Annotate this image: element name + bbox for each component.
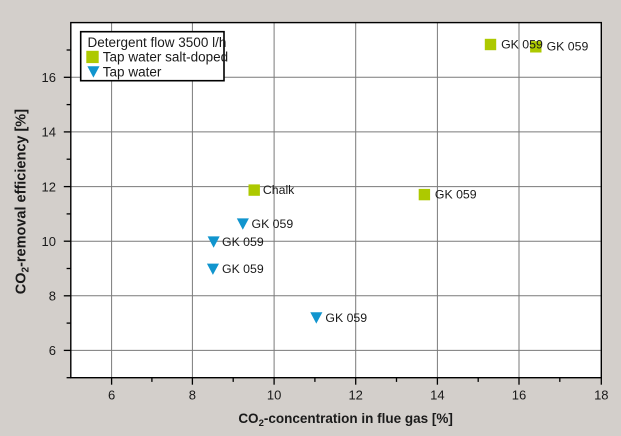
svg-text:14: 14: [42, 125, 56, 140]
svg-text:16: 16: [42, 70, 56, 85]
svg-text:8: 8: [189, 388, 196, 403]
svg-text:GK 059: GK 059: [252, 217, 294, 231]
svg-text:6: 6: [108, 388, 115, 403]
svg-text:GK 059: GK 059: [435, 187, 477, 201]
svg-text:Detergent flow 3500 l/h: Detergent flow 3500 l/h: [88, 35, 227, 50]
svg-text:6: 6: [49, 343, 56, 358]
svg-text:Tap water: Tap water: [103, 65, 162, 80]
svg-text:8: 8: [49, 289, 56, 304]
svg-text:GK 059: GK 059: [501, 37, 543, 51]
svg-text:12: 12: [348, 388, 362, 403]
svg-text:GK 059: GK 059: [547, 40, 589, 54]
svg-text:GK 059: GK 059: [222, 262, 264, 276]
svg-text:Tap water salt-doped: Tap water salt-doped: [103, 50, 228, 65]
svg-text:10: 10: [267, 388, 281, 403]
svg-text:CO2-removal efficiency [%]: CO2-removal efficiency [%]: [13, 109, 31, 294]
svg-text:14: 14: [430, 388, 444, 403]
svg-text:Chalk: Chalk: [263, 183, 295, 197]
svg-text:CO2-concentration in flue gas: CO2-concentration in flue gas [%]: [238, 411, 453, 429]
svg-text:GK 059: GK 059: [222, 235, 264, 249]
svg-text:10: 10: [42, 234, 56, 249]
svg-text:GK 059: GK 059: [325, 311, 367, 325]
svg-text:18: 18: [594, 388, 608, 403]
svg-text:12: 12: [42, 179, 56, 194]
svg-text:16: 16: [512, 388, 526, 403]
